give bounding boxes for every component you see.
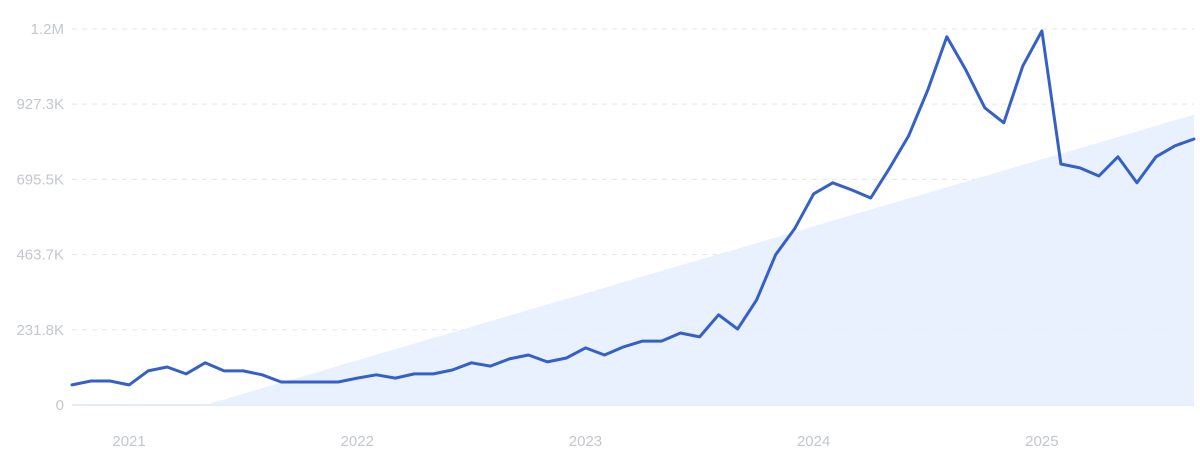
x-axis: 2021 2022 2023 2024 2025 xyxy=(112,433,1058,450)
search-volume-line xyxy=(70,29,1196,387)
y-tick-label: 927.3K xyxy=(16,96,64,113)
y-tick-label: 463.7K xyxy=(16,247,64,264)
trend-area xyxy=(205,114,1194,406)
x-tick-label: 2025 xyxy=(1025,433,1058,450)
series-line xyxy=(70,29,1196,387)
x-tick-label: 2021 xyxy=(112,433,145,450)
x-tick-label: 2023 xyxy=(569,433,602,450)
y-tick-label: 1.2M xyxy=(31,21,64,38)
y-tick-label: 0 xyxy=(56,397,64,414)
y-tick-label: 695.5K xyxy=(16,171,64,188)
y-axis: 0 231.8K 463.7K 695.5K 927.3K 1.2M xyxy=(16,21,64,414)
x-tick-label: 2024 xyxy=(797,433,830,450)
trend-area-fill xyxy=(205,114,1194,406)
y-tick-label: 231.8K xyxy=(16,322,64,339)
x-tick-label: 2022 xyxy=(341,433,374,450)
